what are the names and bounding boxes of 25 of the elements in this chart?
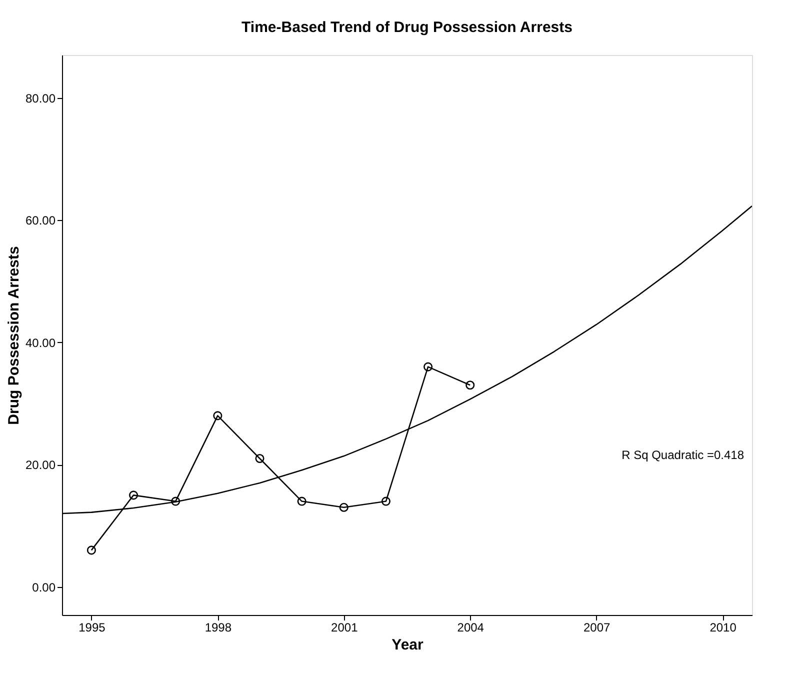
- point: [255, 454, 264, 464]
- x-axis-title: Year: [392, 636, 424, 654]
- y-tick-label: 40.00: [25, 336, 56, 350]
- y-tick-label: 60.00: [25, 214, 56, 228]
- x-tick-label: 2004: [457, 620, 484, 634]
- x-tick-label: 2001: [331, 620, 358, 634]
- annotation: R Sq Quadratic =0.418: [622, 448, 744, 462]
- x-tick-label: 1998: [204, 620, 232, 634]
- y-axis-title: Drug Possession Arrests: [5, 246, 22, 425]
- x-tick-label: 2007: [583, 620, 610, 634]
- chart-title: Time-Based Trend of Drug Possession Arrests: [242, 19, 572, 36]
- point: [466, 380, 475, 390]
- point: [86, 546, 96, 555]
- point: [213, 411, 222, 420]
- point: [297, 496, 306, 506]
- y-tick-label: 80.00: [25, 91, 56, 106]
- point: [171, 496, 180, 506]
- point: [339, 502, 348, 512]
- point: [424, 362, 433, 372]
- x-tick-label: 1995: [78, 620, 106, 634]
- y-tick-label: 20.00: [25, 458, 56, 472]
- point: [129, 490, 138, 500]
- point: [381, 496, 390, 506]
- x-tick-label: 2010: [710, 620, 737, 634]
- y-tick-label: 0.00: [32, 580, 56, 594]
